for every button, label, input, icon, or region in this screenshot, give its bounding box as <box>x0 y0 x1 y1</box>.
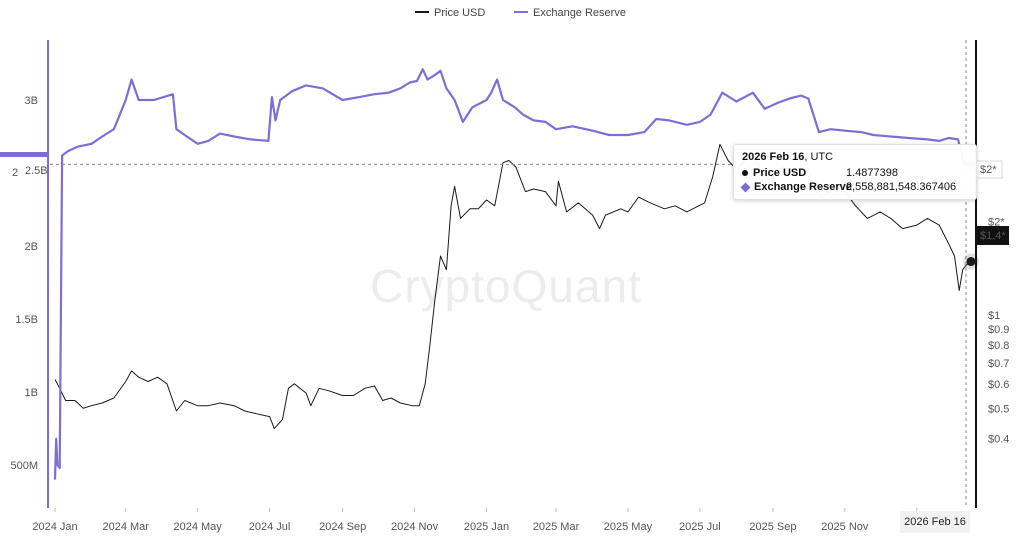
x-tick-label: 2025 May <box>604 521 653 533</box>
price-value-flag-label: $1.4* <box>980 230 1006 242</box>
tooltip-timezone: , UTC <box>804 151 834 163</box>
reserve-diamond-icon <box>740 182 751 193</box>
right-tick-label: $1 <box>988 310 1000 322</box>
x-tick-label: 2025 Nov <box>821 521 869 533</box>
x-tick-label: 2024 Jan <box>32 521 77 533</box>
axes: 3B2B1.5B1B500M2$3$2*$1$0.9$0.8$0.7$0.6$0… <box>10 40 1009 533</box>
price-dot-icon <box>742 170 748 177</box>
left-tick-label: 1B <box>25 387 38 399</box>
left-tick-label: 2B <box>25 241 38 253</box>
tooltip-price-name: Price USD <box>753 167 807 179</box>
x-tick-label: 2025 Sep <box>749 521 796 533</box>
right-tick-label: $0.9 <box>988 324 1009 336</box>
tooltip-reserve-name: Exchange Reserve <box>754 181 852 193</box>
x-tick-label: 2024 Sep <box>319 521 366 533</box>
price-marker <box>966 257 976 267</box>
right-tick-label: $0.8 <box>988 340 1009 352</box>
left-tick-label-partial: 2 <box>12 167 18 179</box>
x-tick-label: 2024 May <box>173 521 222 533</box>
right-tick-label: $0.4 <box>988 433 1009 445</box>
tooltip-row-price: Price USD 1.4877398 <box>742 166 968 180</box>
x-tick-label: 2025 Jan <box>464 521 509 533</box>
right-tick-label: $0.6 <box>988 379 1009 391</box>
x-tick-label: 2024 Nov <box>391 521 439 533</box>
left-tick-label: 1.5B <box>15 314 38 326</box>
left-flag-accent <box>0 152 48 157</box>
x-tick-label: 2024 Jul <box>249 521 291 533</box>
left-tick-label: 3B <box>25 95 38 107</box>
x-tick-label: 2024 Mar <box>102 521 149 533</box>
x-tick-label: 2025 Mar <box>533 521 580 533</box>
tooltip-date-value: 2026 Feb 16 <box>742 151 805 163</box>
left-flag-label: 2.5B <box>25 165 48 177</box>
reserve-value-flag-label: $2* <box>980 164 997 176</box>
legend-item-label[interactable]: Price USD <box>434 7 485 19</box>
right-tick-label: $0.7 <box>988 358 1009 370</box>
tooltip-row-reserve: Exchange Reserve 2,558,881,548.367406 <box>740 180 968 194</box>
crosshair-date-flag: 2026 Feb 16 <box>900 511 970 533</box>
right-tick-label: $0.5 <box>988 403 1009 415</box>
legend-item-label[interactable]: Exchange Reserve <box>533 7 626 19</box>
legend[interactable]: Price USD Exchange Reserve <box>415 7 626 19</box>
x-tick-label: 2025 Jul <box>679 521 721 533</box>
tooltip-date: 2026 Feb 16, UTC <box>742 151 968 163</box>
tooltip-price-value: 1.4877398 <box>846 167 898 179</box>
right-tick-label: $2* <box>988 217 1005 229</box>
watermark-text: CryptoQuant <box>370 260 642 312</box>
exchange-reserve-line <box>53 68 972 480</box>
left-tick-label: 500M <box>10 460 38 472</box>
price-value-flag <box>976 226 1009 245</box>
tooltip-reserve-value: 2,558,881,548.367406 <box>846 181 957 193</box>
hover-tooltip: 2026 Feb 16, UTC Price USD 1.4877398 Exc… <box>733 144 977 200</box>
